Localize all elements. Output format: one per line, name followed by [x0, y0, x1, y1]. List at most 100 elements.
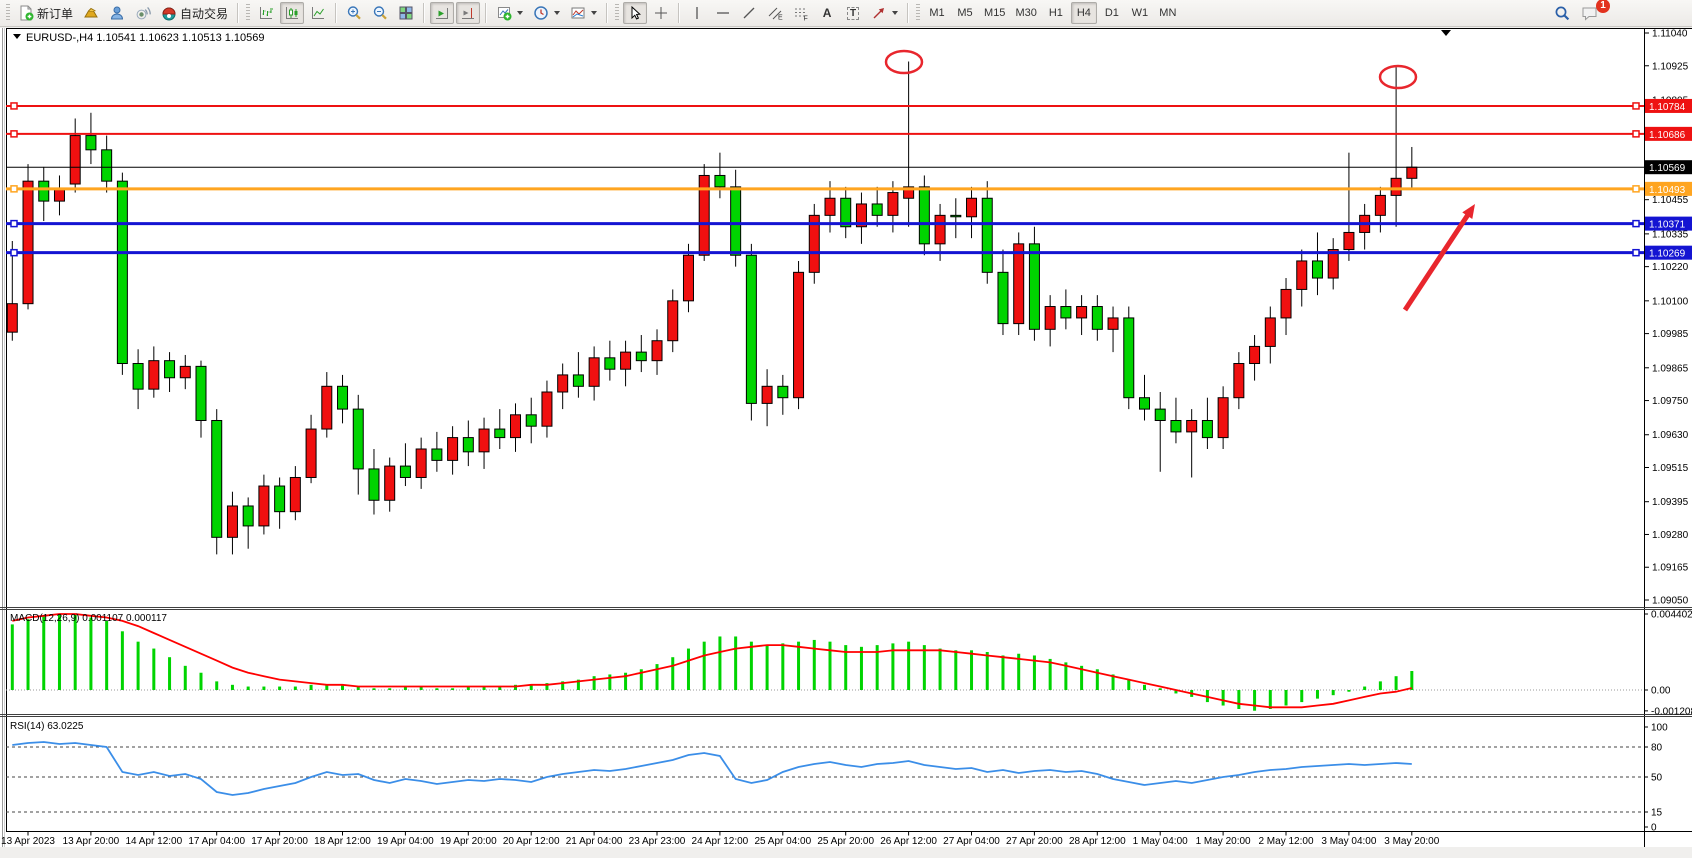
line-chart-icon — [312, 7, 325, 19]
timeframe-h4-button[interactable]: H4 — [1070, 2, 1097, 24]
zoom-in-button[interactable] — [342, 2, 366, 24]
trend-arrow-line[interactable] — [1402, 210, 1472, 312]
macd-histogram-bar — [797, 641, 801, 690]
timeframe-m1-button[interactable]: M1 — [929, 7, 945, 19]
macd-histogram-bar — [1064, 662, 1068, 690]
timeframe-m5-button[interactable]: M5 — [957, 7, 973, 19]
fibonacci-tool-button[interactable]: F — [789, 2, 813, 24]
hline-handle[interactable] — [10, 185, 18, 193]
signals-button[interactable] — [131, 2, 155, 24]
timeframe-m15-button[interactable]: M15 — [984, 7, 1006, 19]
indicators-button[interactable] — [566, 2, 601, 24]
candle-body — [682, 254, 694, 302]
new-chart-button[interactable] — [492, 2, 527, 24]
candle-body — [1170, 419, 1182, 433]
symbol-ohlc-text: EURUSD-,H4 1.10541 1.10623 1.10513 1.105… — [26, 32, 265, 44]
macd-indicator — [10, 613, 1414, 711]
macd-histogram-bar — [246, 686, 250, 690]
toolbar-grip[interactable] — [6, 4, 10, 22]
candle-body — [761, 385, 773, 404]
arrows-tool-button[interactable] — [867, 2, 902, 24]
hline-handle[interactable] — [1632, 130, 1640, 138]
toolbar-separator — [678, 3, 681, 23]
vertical-line-tool-button[interactable] — [685, 2, 709, 24]
toolbar-grip[interactable] — [916, 4, 921, 22]
trader-profile-button[interactable] — [105, 2, 129, 24]
time-tick-label: 17 Apr 04:00 — [188, 836, 245, 847]
text-tool-button[interactable]: A — [815, 2, 839, 24]
periods-button[interactable] — [529, 2, 564, 24]
cursor-button[interactable] — [623, 2, 648, 24]
chat-button[interactable]: 1 — [1577, 0, 1610, 24]
auto-trading-icon — [162, 7, 176, 21]
candle-body — [1060, 306, 1072, 319]
candlestick-series — [6, 61, 1418, 555]
candle-body — [1311, 260, 1323, 279]
hline-handle[interactable] — [1632, 102, 1640, 110]
new-order-button[interactable]: 新订单 — [14, 2, 77, 24]
chart-bars-button[interactable] — [254, 2, 278, 24]
symbol-dropdown-icon[interactable] — [13, 34, 21, 39]
macd-histogram-bar — [105, 620, 109, 690]
hline-handle[interactable] — [10, 130, 18, 138]
candle-body — [1343, 231, 1355, 251]
chart-line-button[interactable] — [306, 2, 330, 24]
macd-histogram-bar — [1127, 679, 1131, 690]
macd-histogram-bar — [781, 643, 785, 690]
candle-body — [903, 186, 915, 199]
auto-trading-label: 自动交易 — [180, 6, 229, 21]
tile-windows-button[interactable] — [394, 2, 418, 24]
caret-down-icon — [554, 11, 561, 15]
macd-histogram-bar — [26, 619, 30, 690]
chart-shift-button[interactable] — [456, 2, 481, 24]
toolbar-grip[interactable] — [246, 4, 251, 22]
deposit-gold-button[interactable] — [79, 2, 103, 24]
timeframe-h1-button[interactable]: H1 — [1048, 7, 1063, 19]
candle-body — [887, 192, 899, 216]
macd-histogram-bar — [545, 683, 549, 690]
candle-body — [1091, 306, 1103, 330]
channel-tool-button[interactable]: E — [763, 2, 787, 24]
timeframe-w1-button[interactable]: W1 — [1131, 7, 1149, 19]
text-tool-icon: A — [822, 6, 832, 20]
hline-handle[interactable] — [1632, 219, 1640, 228]
search-button[interactable] — [1550, 2, 1575, 24]
zoom-out-button[interactable] — [368, 2, 392, 24]
toolbar-grip[interactable] — [615, 4, 620, 22]
spike-ellipse-annotation[interactable] — [884, 49, 924, 75]
text-label-tool-button[interactable]: T — [841, 2, 865, 24]
candle-body — [1249, 345, 1261, 365]
macd-histogram-bar — [1363, 686, 1367, 690]
candle-body — [698, 174, 710, 256]
macd-histogram-bar — [576, 679, 580, 690]
timeframe-d1-button[interactable]: D1 — [1104, 7, 1119, 19]
price-badge — [1645, 216, 1692, 231]
rsi-tick-label: 50 — [1651, 773, 1663, 784]
auto-trading-button[interactable]: 自动交易 — [157, 2, 232, 24]
auto-scroll-button[interactable] — [430, 2, 455, 24]
spike-ellipse-annotation[interactable] — [1378, 64, 1418, 90]
timeframe-m30-button[interactable]: M30 — [1015, 7, 1037, 19]
bid-price-badge-label: 1.10569 — [1649, 163, 1686, 174]
toolbar-separator — [237, 3, 240, 23]
chart-candles-button[interactable] — [280, 2, 305, 24]
timeframe-mn-button[interactable]: MN — [1159, 7, 1177, 19]
hline-handle[interactable] — [10, 102, 18, 110]
time-tick-label: 17 Apr 20:00 — [251, 836, 308, 847]
crosshair-button[interactable] — [649, 2, 673, 24]
macd-histogram-bar — [1347, 690, 1351, 692]
trend-arrow-head[interactable] — [1462, 204, 1475, 219]
hline-handle[interactable] — [1632, 185, 1640, 193]
hline-handle[interactable] — [10, 248, 18, 257]
candle-body — [1390, 177, 1402, 196]
trendline-tool-button[interactable] — [737, 2, 761, 24]
hline-handle[interactable] — [10, 219, 18, 228]
macd-histogram-bar — [1001, 655, 1005, 690]
candle-body — [1217, 397, 1229, 439]
right-shift-marker-icon[interactable] — [1441, 30, 1451, 36]
macd-histogram-bar — [168, 657, 172, 690]
horizontal-line-tool-button[interactable] — [711, 2, 735, 24]
candle-body — [635, 351, 647, 362]
hline-handle[interactable] — [1632, 248, 1640, 257]
